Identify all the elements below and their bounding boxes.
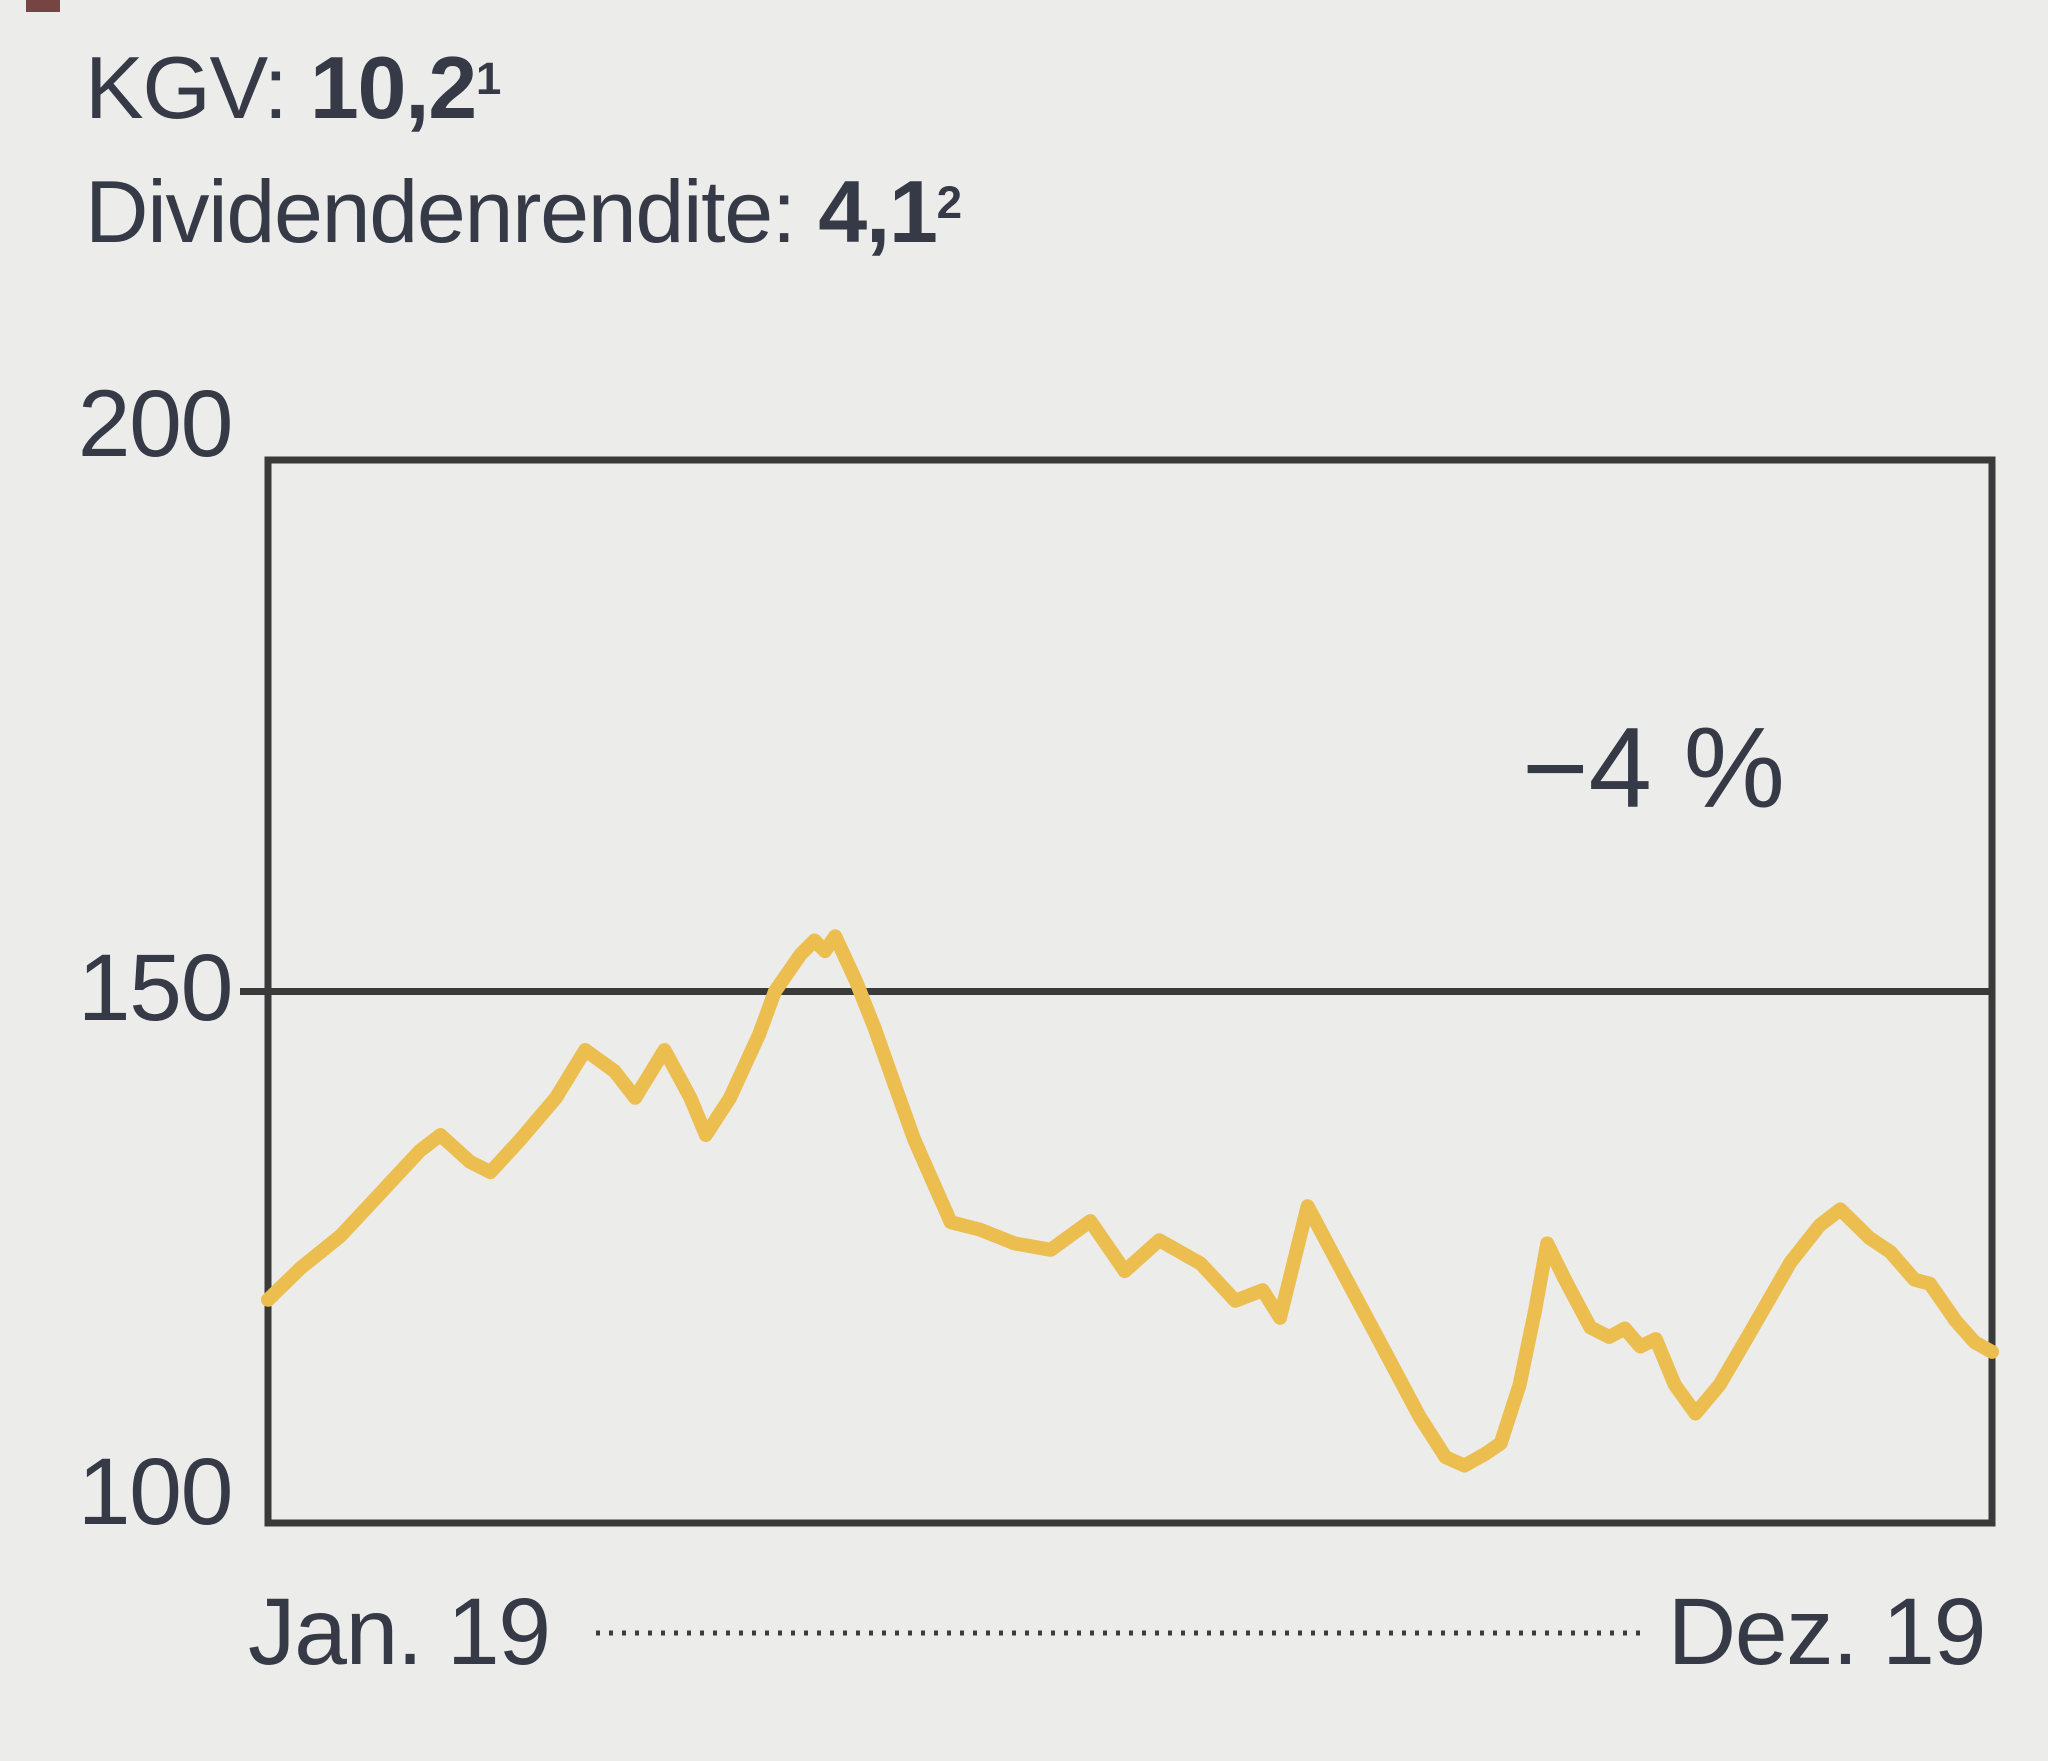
dividend-label: Dividendenrendite:: [85, 162, 819, 261]
kgv-stat-line: KGV: 10,21: [85, 44, 501, 132]
y-axis-tick-150: 150: [77, 935, 234, 1041]
dividend-stat-line: Dividendenrendite: 4,12: [85, 168, 962, 256]
x-axis-label-start: Jan. 19: [248, 1579, 551, 1685]
plot-border: [264, 456, 1996, 1527]
dividend-value: 4,1: [818, 162, 938, 261]
page-corner-mark: [26, 0, 60, 12]
y-axis-tick-200: 200: [77, 371, 234, 477]
dividend-footnote-marker: 2: [936, 177, 963, 229]
y-axis-tick-100: 100: [77, 1439, 234, 1545]
kgv-value: 10,2: [309, 38, 477, 137]
x-axis-label-end: Dez. 19: [1667, 1579, 1987, 1685]
kgv-footnote-marker: 1: [475, 53, 502, 105]
kgv-label: KGV:: [85, 38, 310, 137]
performance-annotation: −4 %: [1521, 705, 1785, 832]
price-line-series: [261, 929, 1999, 1473]
